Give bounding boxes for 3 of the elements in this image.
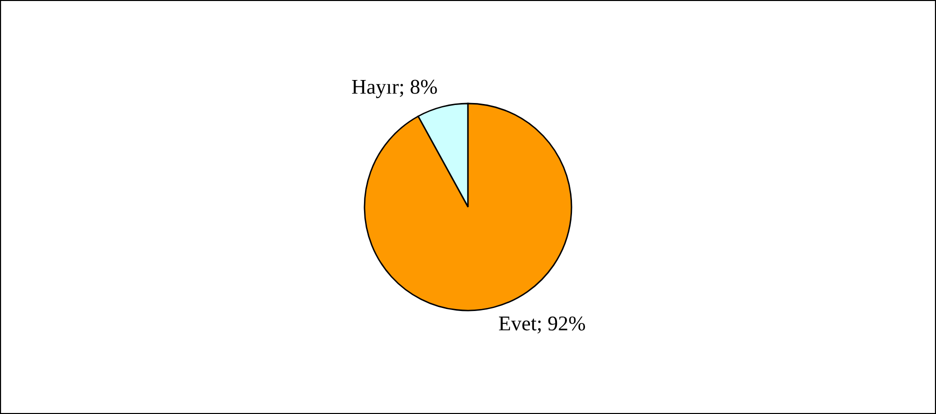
slice-label: Hayır; 8% [352,80,437,98]
pie-slice [364,102,572,312]
slice-label: Evet; 92% [498,316,586,334]
